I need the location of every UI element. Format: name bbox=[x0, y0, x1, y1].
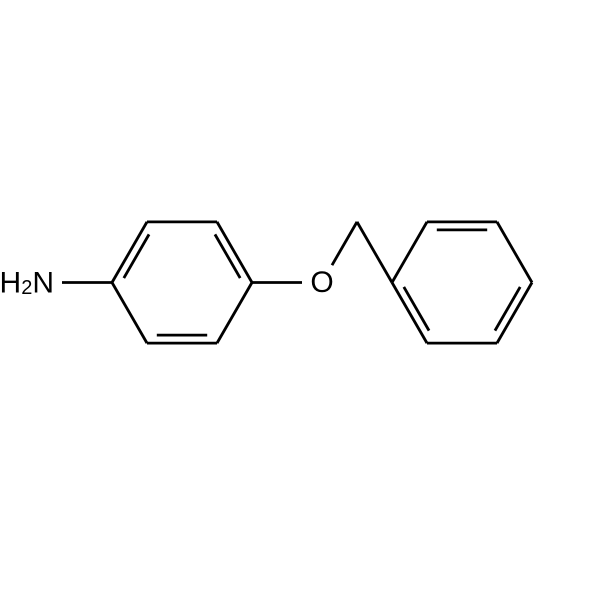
bonds-layer bbox=[62, 222, 532, 343]
atom-label-O: O bbox=[310, 266, 333, 299]
atom-label-N: H2N bbox=[0, 266, 54, 299]
molecule-canvas: H2N O bbox=[0, 0, 600, 600]
